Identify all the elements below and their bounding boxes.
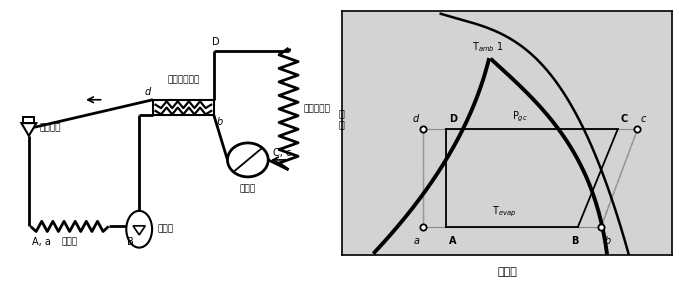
Text: 증발기: 증발기 — [62, 238, 77, 247]
Text: 가스냉각기: 가스냉각기 — [304, 104, 331, 113]
Text: b: b — [604, 237, 610, 246]
Polygon shape — [22, 123, 37, 136]
Text: d: d — [413, 115, 419, 125]
Ellipse shape — [126, 211, 152, 248]
Text: b: b — [217, 117, 223, 127]
Text: A, a: A, a — [33, 237, 51, 247]
Text: 엔탈피: 엔탈피 — [498, 267, 518, 277]
Text: 내부열교환기: 내부열교환기 — [167, 75, 200, 84]
Text: a: a — [414, 237, 419, 246]
Text: T$_{evap}$: T$_{evap}$ — [492, 205, 517, 219]
Text: 리시버: 리시버 — [158, 225, 174, 234]
Text: d: d — [145, 87, 151, 97]
Text: 압축기: 압축기 — [240, 184, 256, 193]
Text: D: D — [212, 37, 219, 47]
Text: c: c — [641, 115, 646, 125]
Text: P$_{gc}$: P$_{gc}$ — [512, 110, 528, 125]
Text: 압
력: 압 력 — [339, 108, 344, 130]
Text: C, c: C, c — [273, 149, 292, 158]
Text: 팽창장치: 팽창장치 — [39, 123, 60, 132]
Bar — [153, 100, 214, 115]
Bar — [23, 117, 34, 123]
Text: T$_{amb}$ 1: T$_{amb}$ 1 — [472, 40, 504, 54]
Text: D: D — [449, 115, 457, 125]
Text: C: C — [621, 115, 628, 125]
Text: A: A — [449, 237, 456, 246]
Text: B: B — [571, 237, 579, 246]
Text: B: B — [128, 237, 134, 247]
